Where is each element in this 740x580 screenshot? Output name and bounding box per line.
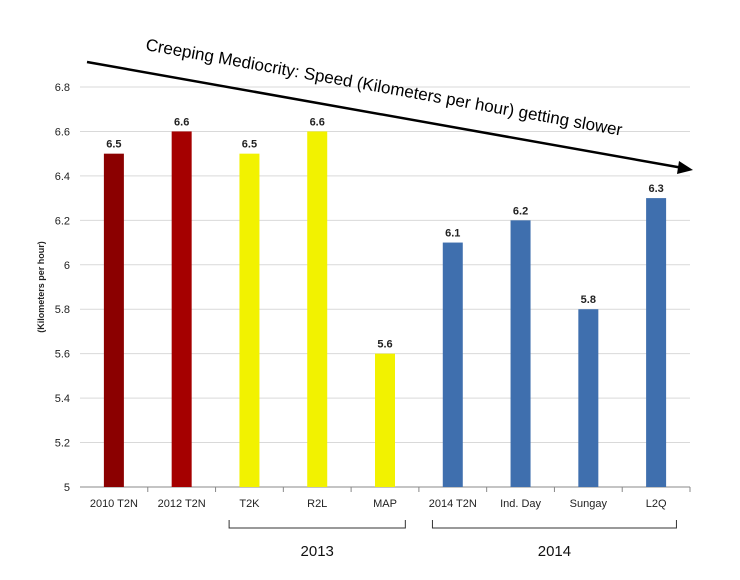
- y-tick-label: 5.8: [55, 304, 70, 316]
- category-label: MAP: [373, 498, 397, 510]
- bar: [171, 131, 192, 487]
- bar: [442, 242, 463, 487]
- y-tick-label: 6.6: [55, 126, 70, 138]
- trend-arrow: [86, 60, 693, 174]
- bar: [103, 153, 124, 487]
- group-bracket: [431, 520, 677, 529]
- category-label: T2K: [239, 498, 260, 510]
- data-label: 6.6: [174, 116, 189, 128]
- y-tick-label: 5: [64, 482, 70, 494]
- data-label: 6.3: [648, 183, 663, 195]
- bars: [103, 131, 667, 488]
- category-label: Sungay: [570, 498, 608, 510]
- y-tick-label: 6: [64, 260, 70, 272]
- y-tick-label: 5.4: [55, 393, 70, 405]
- category-label: L2Q: [646, 498, 667, 510]
- data-labels: 6.5 6.6 6.5 6.6 5.6 6.1 6.2 5.8 6.3: [106, 116, 664, 350]
- y-axis-ticks: 5 5.2 5.4 5.6 5.8 6 6.2 6.4 6.6 6.8: [55, 82, 70, 494]
- bar: [307, 131, 328, 487]
- y-axis-label: (Kilometers per hour): [36, 241, 46, 333]
- data-label: 5.8: [581, 294, 596, 306]
- bar: [510, 220, 531, 488]
- x-axis-categories: 2010 T2N 2012 T2N T2K R2L MAP 2014 T2N Ind. Da…: [90, 487, 691, 510]
- group-label: 2013: [301, 543, 334, 560]
- category-label: 2010 T2N: [90, 498, 138, 510]
- data-label: 5.6: [377, 339, 392, 351]
- y-tick-label: 5.2: [55, 438, 70, 450]
- data-label: 6.6: [310, 116, 325, 128]
- arrowhead-icon: [677, 161, 693, 174]
- data-label: 6.5: [106, 139, 121, 151]
- group-bracket: [228, 520, 406, 529]
- y-tick-label: 6.4: [55, 171, 70, 183]
- group-label: 2014: [538, 543, 571, 560]
- bar: [646, 198, 667, 487]
- data-label: 6.5: [242, 139, 257, 151]
- bar: [578, 309, 599, 487]
- category-label: R2L: [307, 498, 327, 510]
- y-tick-label: 6.8: [55, 82, 70, 94]
- category-label: Ind. Day: [500, 498, 541, 510]
- y-tick-label: 5.6: [55, 349, 70, 361]
- year-groups: 2013 2014: [228, 520, 677, 560]
- category-label: 2014 T2N: [429, 498, 477, 510]
- data-label: 6.1: [445, 228, 460, 240]
- data-label: 6.2: [513, 205, 528, 217]
- category-label: 2012 T2N: [158, 498, 206, 510]
- bar: [239, 153, 260, 487]
- y-tick-label: 6.2: [55, 215, 70, 227]
- bar: [375, 353, 395, 487]
